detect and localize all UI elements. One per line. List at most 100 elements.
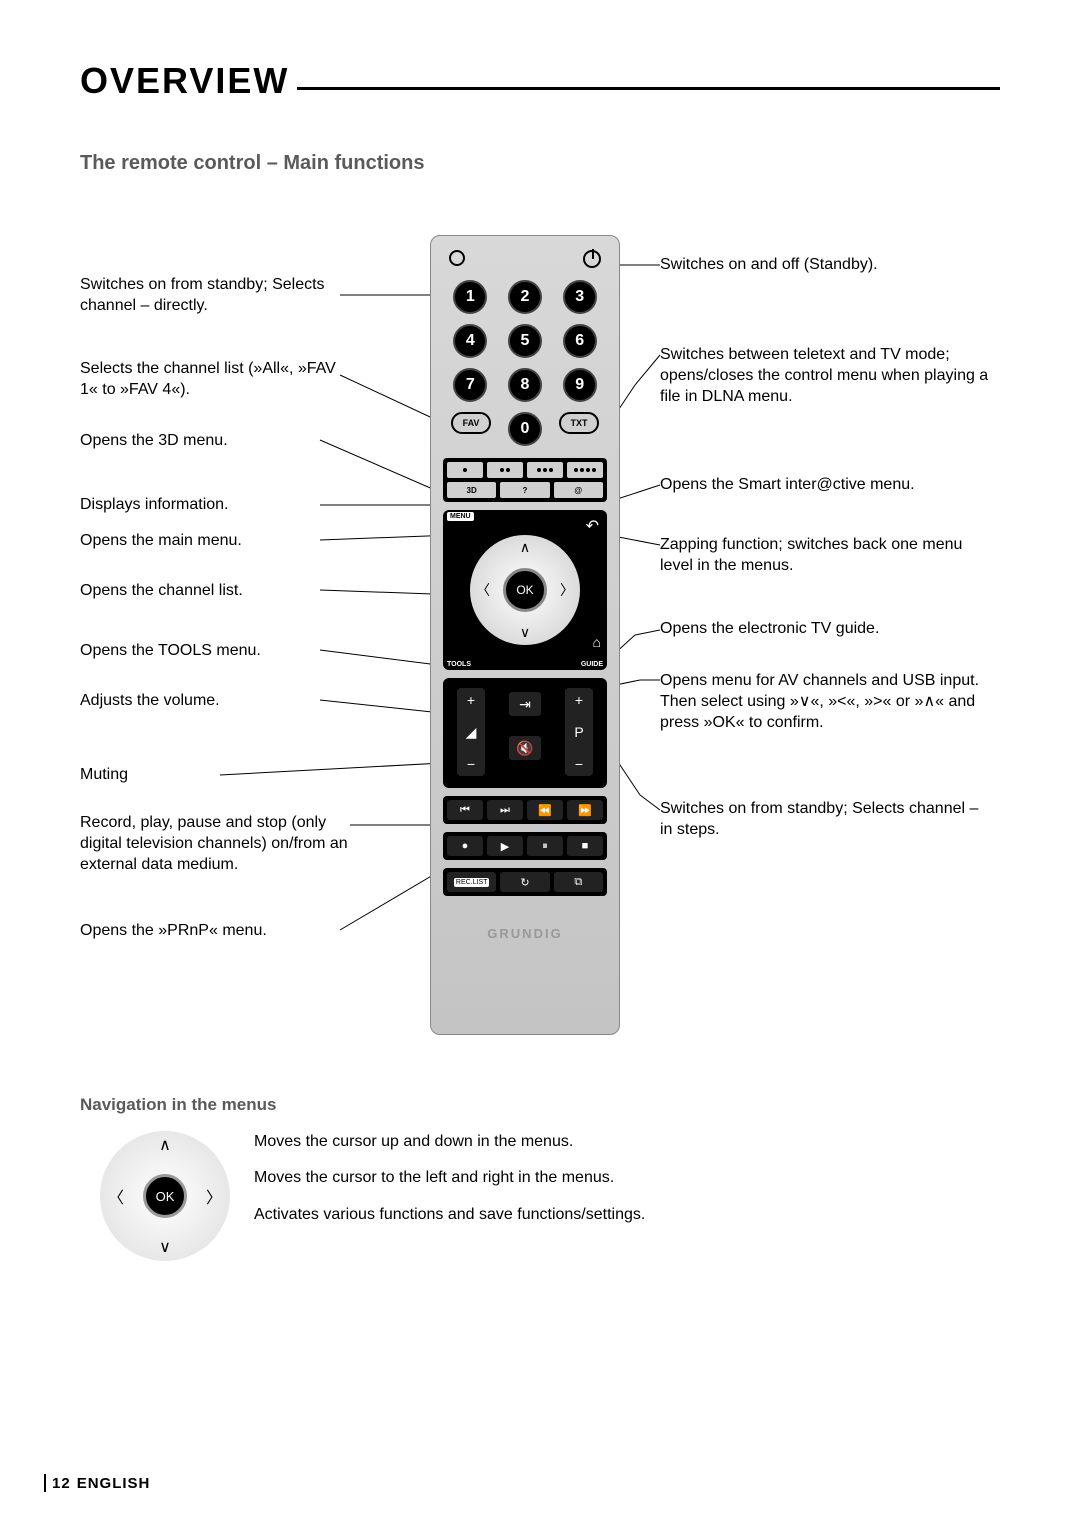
navigation-section: ∧ ∨ 〈 〉 OK Moves the cursor up and down …: [100, 1131, 1000, 1261]
arrow-left-icon[interactable]: 〈: [476, 580, 490, 600]
num-9[interactable]: 9: [563, 368, 597, 402]
source-button[interactable]: ⇥: [509, 692, 541, 716]
page-footer: 12 ENGLISH: [44, 1474, 150, 1492]
num-4[interactable]: 4: [453, 324, 487, 358]
home-icon[interactable]: ⌂: [593, 634, 601, 650]
dot-2[interactable]: [487, 462, 523, 478]
nav-left-icon: 〈: [108, 1184, 124, 1208]
nav-leftright-text: Moves the cursor to the left and right i…: [254, 1167, 645, 1189]
prog-plus: +: [575, 692, 583, 708]
title-row: OVERVIEW: [80, 60, 1000, 102]
num-2[interactable]: 2: [508, 280, 542, 314]
num-6[interactable]: 6: [563, 324, 597, 358]
num-3[interactable]: 3: [563, 280, 597, 314]
page-title: OVERVIEW: [80, 60, 289, 102]
subtitle: The remote control – Main functions: [80, 152, 1000, 175]
bottom-row: REC.LIST ↻ ⧉: [443, 868, 607, 896]
nav-diagram: ∧ ∨ 〈 〉 OK: [100, 1131, 230, 1261]
prog-p: P: [574, 724, 583, 740]
arrow-right-icon[interactable]: 〉: [560, 580, 574, 600]
vol-minus: −: [467, 756, 475, 772]
arrow-down-icon[interactable]: ∨: [520, 624, 530, 641]
arrow-up-icon[interactable]: ∧: [520, 539, 530, 556]
callout-info: Displays information.: [80, 495, 350, 516]
dot-3[interactable]: [527, 462, 563, 478]
callout-guide: Opens the electronic TV guide.: [660, 619, 990, 640]
txt-button[interactable]: TXT: [559, 412, 599, 434]
nav-right-icon: 〉: [206, 1184, 222, 1208]
transport-row1: ⏮ ⏭ ⏪ ⏩: [443, 796, 607, 824]
num-5[interactable]: 5: [508, 324, 542, 358]
callout-openchannel: Opens the channel list.: [80, 581, 350, 602]
nav-activate-text: Activates various functions and save fun…: [254, 1204, 645, 1226]
back-icon[interactable]: ↶: [586, 516, 599, 536]
dot-4[interactable]: [567, 462, 603, 478]
program-rocker[interactable]: + P −: [565, 688, 593, 776]
remote-body: 1 2 3 4 5 6 7 8 9 FAV 0 TXT 3D ?: [430, 235, 620, 1035]
callout-muting: Muting: [80, 765, 350, 786]
callout-smart: Opens the Smart inter@ctive menu.: [660, 475, 990, 496]
prnp-button[interactable]: ↻: [500, 872, 549, 892]
vol-plus: +: [467, 692, 475, 708]
power-icon[interactable]: [583, 250, 601, 268]
fav-button[interactable]: FAV: [451, 412, 491, 434]
brand-label: GRUNDIG: [443, 926, 607, 941]
num-8[interactable]: 8: [508, 368, 542, 402]
navigation-title: Navigation in the menus: [80, 1095, 1000, 1115]
num-1[interactable]: 1: [453, 280, 487, 314]
stop-button[interactable]: ■: [567, 836, 603, 856]
callout-tools: Opens the TOOLS menu.: [80, 641, 350, 662]
ffwd-button[interactable]: ⏩: [567, 800, 603, 820]
page-language: ENGLISH: [77, 1475, 151, 1492]
reclist-button[interactable]: REC.LIST: [447, 872, 496, 892]
aspect-button[interactable]: ⧉: [554, 872, 603, 892]
callout-record: Record, play, pause and stop (only digit…: [80, 813, 350, 875]
dpad: ∧ ∨ 〈 〉 OK: [470, 535, 580, 645]
play-button[interactable]: ▶: [487, 836, 523, 856]
dot-1[interactable]: [447, 462, 483, 478]
callout-mainmenu: Opens the main menu.: [80, 531, 350, 552]
3d-button[interactable]: 3D: [447, 482, 496, 498]
callout-zapping: Zapping function; switches back one menu…: [660, 535, 990, 577]
nav-panel: MENU ↶ ∧ ∨ 〈 〉 OK ⌂ TOOLS GUIDE: [443, 510, 607, 670]
nav-ok-button: OK: [143, 1174, 187, 1218]
number-pad: 1 2 3 4 5 6 7 8 9: [443, 280, 607, 402]
volume-rocker[interactable]: + ◢ −: [457, 688, 485, 776]
callout-prnp: Opens the »PRnP« menu.: [80, 921, 350, 942]
callout-3d: Opens the 3D menu.: [80, 431, 350, 452]
callout-steps: Switches on from standby; Selects channe…: [660, 799, 990, 841]
mute-button[interactable]: 🔇: [509, 736, 541, 760]
skip-fwd-button[interactable]: ⏭: [487, 800, 523, 820]
nav-down-icon: ∨: [159, 1237, 171, 1257]
callout-volume: Adjusts the volume.: [80, 691, 350, 712]
eco-icon[interactable]: [449, 250, 465, 266]
skip-back-button[interactable]: ⏮: [447, 800, 483, 820]
vol-icon: ◢: [466, 724, 477, 741]
nav-descriptions: Moves the cursor up and down in the menu…: [254, 1131, 645, 1240]
color-dots-panel: 3D ? @: [443, 458, 607, 502]
smart-button[interactable]: @: [554, 482, 603, 498]
rewind-button[interactable]: ⏪: [527, 800, 563, 820]
info-button[interactable]: ?: [500, 482, 549, 498]
menu-button[interactable]: MENU: [447, 512, 474, 521]
volume-panel: + ◢ − + P − ⇥ 🔇: [443, 678, 607, 788]
callout-standby: Switches on from standby; Selects channe…: [80, 275, 350, 317]
callout-power: Switches on and off (Standby).: [660, 255, 990, 276]
tools-button[interactable]: TOOLS: [447, 661, 471, 668]
pause-button[interactable]: ⏸: [527, 836, 563, 856]
ok-button[interactable]: OK: [503, 568, 547, 612]
prog-minus: −: [575, 756, 583, 772]
callout-teletext: Switches between teletext and TV mode; o…: [660, 345, 990, 407]
nav-updown-text: Moves the cursor up and down in the menu…: [254, 1131, 645, 1153]
callout-av: Opens menu for AV channels and USB input…: [660, 671, 990, 733]
transport-row2: ● ▶ ⏸ ■: [443, 832, 607, 860]
num-0[interactable]: 0: [508, 412, 542, 446]
remote-diagram: Switches on from standby; Selects channe…: [80, 235, 1000, 1055]
title-rule: [297, 87, 1000, 90]
record-button[interactable]: ●: [447, 836, 483, 856]
guide-button[interactable]: GUIDE: [581, 661, 603, 668]
callout-chlist: Selects the channel list (»All«, »FAV 1«…: [80, 359, 350, 401]
page-number: 12: [52, 1475, 71, 1492]
num-7[interactable]: 7: [453, 368, 487, 402]
nav-up-icon: ∧: [159, 1135, 171, 1155]
